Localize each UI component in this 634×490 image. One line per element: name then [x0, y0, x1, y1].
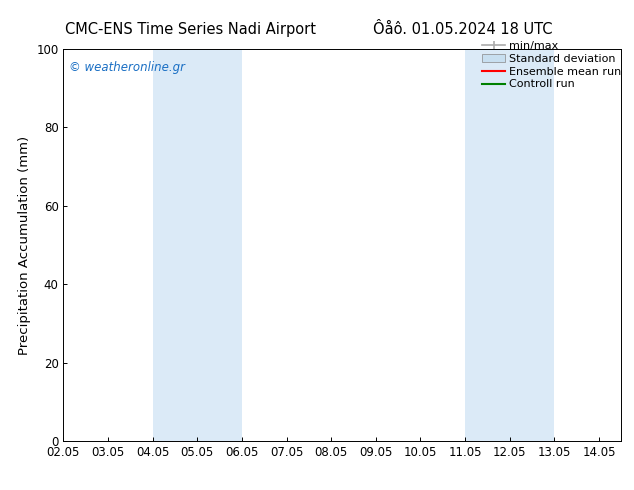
Text: CMC-ENS Time Series Nadi Airport: CMC-ENS Time Series Nadi Airport: [65, 22, 316, 37]
Bar: [465, 49, 554, 441]
Legend: min/max, Standard deviation, Ensemble mean run, Controll run: min/max, Standard deviation, Ensemble me…: [482, 41, 621, 90]
Bar: [153, 49, 242, 441]
Y-axis label: Precipitation Accumulation (mm): Precipitation Accumulation (mm): [18, 135, 30, 355]
Text: © weatheronline.gr: © weatheronline.gr: [69, 61, 185, 74]
Text: Ôåô. 01.05.2024 18 UTC: Ôåô. 01.05.2024 18 UTC: [373, 22, 553, 37]
